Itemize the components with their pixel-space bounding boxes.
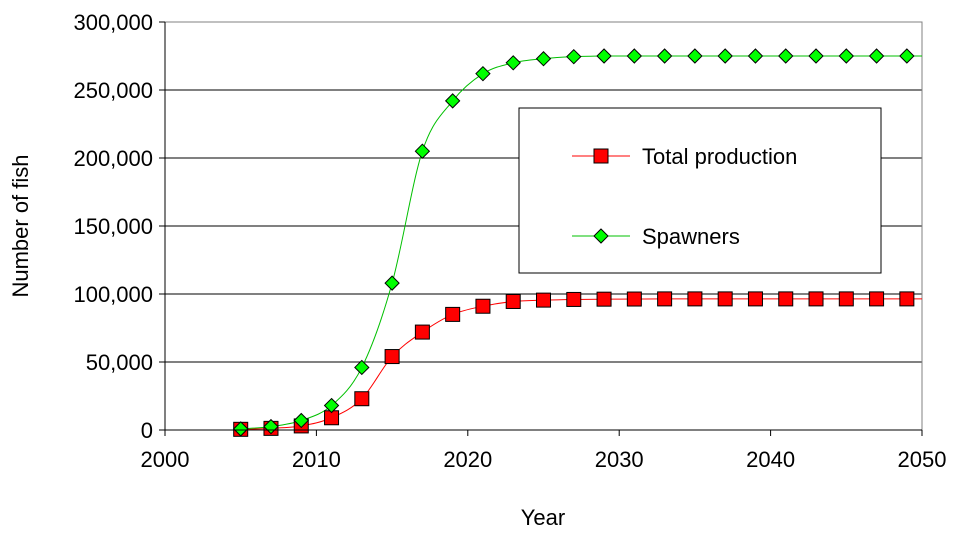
data-point-spawners bbox=[687, 48, 703, 64]
data-point-total-production bbox=[384, 349, 400, 365]
data-point-total-production bbox=[838, 291, 854, 307]
y-axis-title: Number of fish bbox=[8, 154, 33, 297]
data-point-spawners bbox=[232, 421, 249, 437]
data-point-spawners bbox=[535, 51, 552, 67]
data-point-spawners bbox=[717, 48, 733, 64]
data-point-spawners bbox=[778, 48, 794, 64]
data-point-spawners bbox=[384, 275, 400, 291]
data-point-spawners bbox=[899, 48, 915, 64]
series-line-total-production bbox=[240, 298, 922, 430]
data-point-total-production bbox=[747, 291, 763, 307]
y-tick-label: 0 bbox=[141, 418, 153, 443]
x-axis-title: Year bbox=[521, 505, 565, 530]
x-tick-label: 2050 bbox=[898, 447, 947, 472]
data-point-total-production bbox=[717, 291, 733, 307]
data-point-spawners bbox=[868, 48, 885, 64]
data-point-spawners bbox=[444, 93, 461, 109]
data-point-spawners bbox=[838, 48, 855, 64]
data-point-total-production bbox=[899, 291, 915, 307]
y-tick-label: 50,000 bbox=[86, 350, 153, 375]
legend-marker-total-production bbox=[593, 148, 609, 164]
legend-marker-spawners bbox=[593, 228, 609, 244]
legend-box bbox=[518, 107, 882, 274]
data-point-total-production bbox=[445, 306, 461, 322]
x-axis-tick-labels: 2000 2010 2020 2030 2040 2050 bbox=[141, 430, 947, 472]
y-tick-label: 300,000 bbox=[73, 10, 153, 35]
data-point-total-production bbox=[475, 298, 491, 314]
data-point-spawners bbox=[566, 48, 582, 65]
x-tick-label: 2000 bbox=[141, 447, 190, 472]
data-point-spawners bbox=[505, 55, 521, 71]
data-point-total-production bbox=[657, 291, 673, 307]
data-point-spawners bbox=[293, 412, 309, 429]
x-tick-label: 2030 bbox=[595, 447, 644, 472]
legend-label-spawners: Spawners bbox=[642, 224, 740, 249]
y-tick-label: 100,000 bbox=[73, 282, 153, 307]
y-axis-tick-labels: 0 50,000 100,000 150,000 200,000 250,000 300,0… bbox=[73, 10, 165, 443]
data-point-total-production bbox=[505, 293, 521, 309]
x-tick-label: 2010 bbox=[292, 447, 341, 472]
y-tick-label: 150,000 bbox=[73, 214, 153, 239]
data-point-total-production bbox=[414, 324, 430, 340]
data-point-spawners bbox=[596, 48, 612, 64]
data-point-spawners bbox=[323, 397, 340, 414]
data-point-total-production bbox=[596, 291, 612, 307]
data-point-spawners bbox=[414, 143, 431, 159]
data-point-spawners bbox=[747, 48, 764, 64]
y-tick-label: 200,000 bbox=[73, 146, 153, 171]
legend-label-total-production: Total production bbox=[642, 144, 797, 169]
data-point-total-production bbox=[869, 291, 885, 307]
data-point-total-production bbox=[808, 291, 824, 307]
data-point-total-production bbox=[354, 391, 370, 407]
data-point-total-production bbox=[626, 291, 642, 307]
data-point-spawners bbox=[808, 48, 824, 64]
data-point-total-production bbox=[778, 291, 794, 307]
legend: Total production Spawners bbox=[518, 107, 882, 274]
data-point-spawners bbox=[626, 48, 643, 64]
data-point-spawners bbox=[656, 48, 673, 64]
y-tick-label: 250,000 bbox=[73, 78, 153, 103]
data-point-spawners bbox=[354, 359, 370, 376]
data-point-total-production bbox=[687, 291, 703, 307]
data-point-total-production bbox=[566, 291, 582, 307]
data-point-total-production bbox=[536, 292, 551, 308]
x-tick-label: 2040 bbox=[746, 447, 795, 472]
x-tick-label: 2020 bbox=[443, 447, 492, 472]
data-point-spawners bbox=[475, 65, 491, 82]
